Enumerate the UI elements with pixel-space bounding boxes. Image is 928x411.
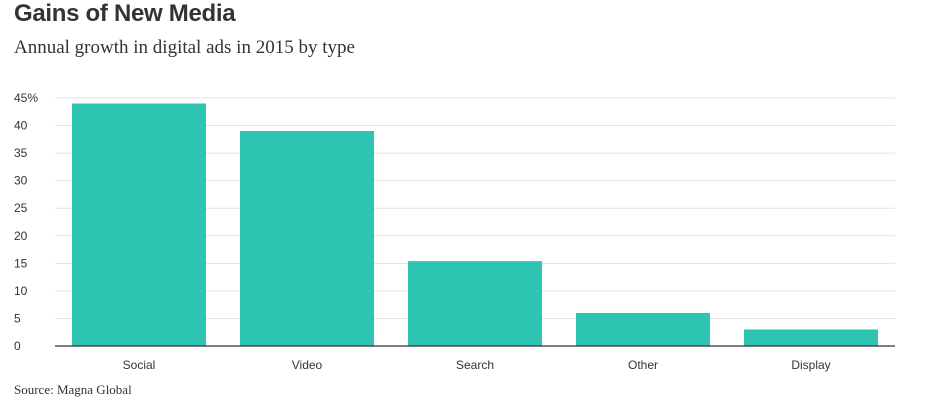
bar-video [240,131,374,346]
chart-title: Gains of New Media [14,0,236,27]
y-tick-label: 45% [14,91,38,105]
bars [72,103,878,346]
y-tick-label: 0 [14,339,21,353]
y-tick-label: 40 [14,119,28,133]
bar-display [744,329,878,346]
y-tick-label: 35 [14,146,28,160]
y-tick-label: 20 [14,229,28,243]
chart-subtitle: Annual growth in digital ads in 2015 by … [14,37,355,58]
source-note: Source: Magna Global [14,382,132,397]
x-tick-label: Search [456,358,494,372]
y-tick-label: 25 [14,201,28,215]
y-tick-label: 10 [14,284,28,298]
bar-other [576,312,710,346]
x-tick-label: Video [292,358,323,372]
y-tick-label: 30 [14,174,28,188]
y-tick-label: 5 [14,311,21,325]
bar-social [72,103,206,346]
x-tick-label: Other [628,358,658,372]
y-tick-label: 15 [14,256,28,270]
bar-search [408,261,542,346]
x-tick-label: Social [123,358,156,372]
x-tick-label: Display [791,358,830,372]
bar-chart: 0 5 10 15 20 25 30 35 40 45% Social Video Search Othe… [14,91,895,372]
axes: 0 5 10 15 20 25 30 35 40 45% Social Video Search Othe… [14,91,895,372]
